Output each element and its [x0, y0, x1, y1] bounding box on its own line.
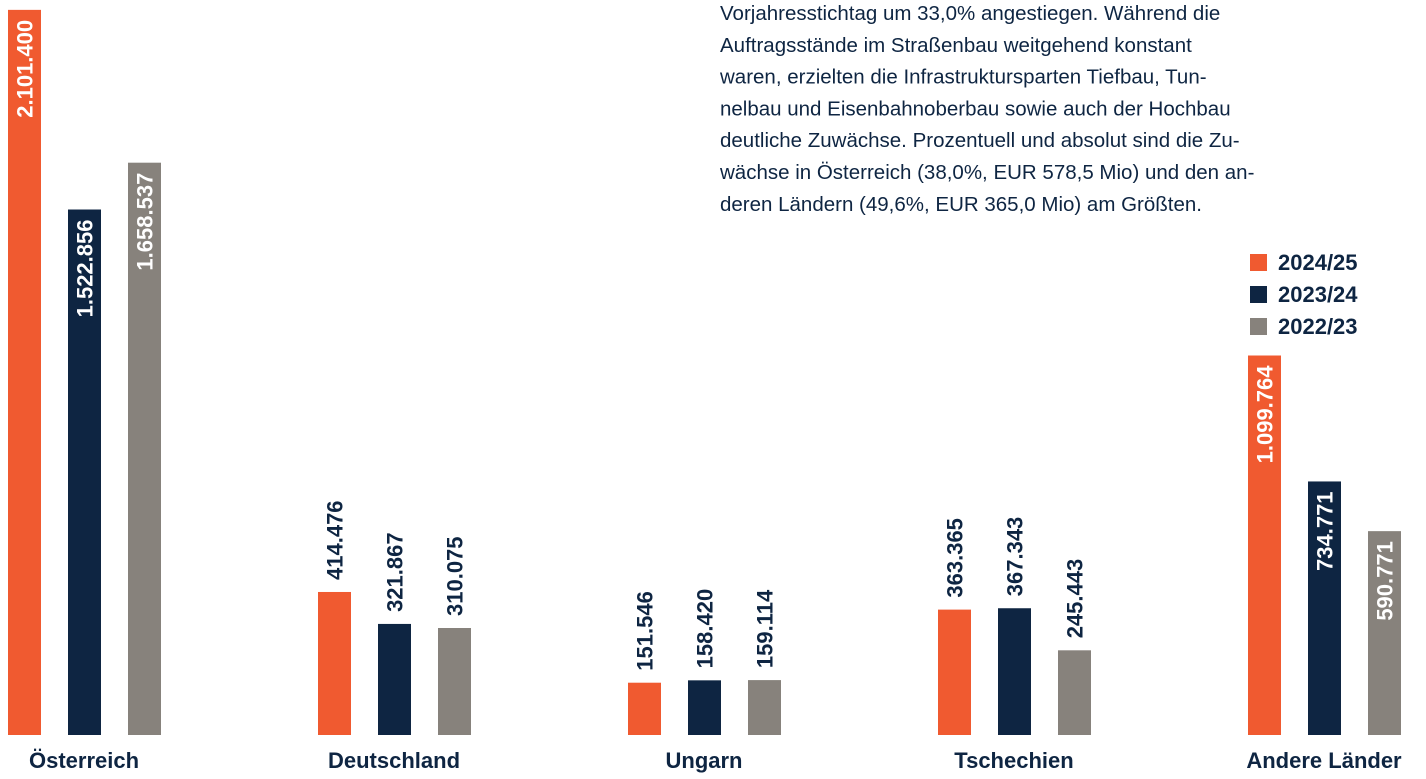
bar	[1308, 481, 1341, 735]
paragraph-line: deutliche Zuwächse. Prozentuell und abso…	[720, 129, 1240, 152]
legend-swatch	[1250, 254, 1267, 271]
value-label: 310.075	[443, 536, 468, 616]
value-label: 1.522.856	[73, 220, 98, 318]
paragraph-line: Vorjahresstichtag um 33,0% angestiegen. …	[720, 2, 1220, 25]
category-label: Ungarn	[666, 748, 743, 773]
bar	[998, 608, 1031, 735]
value-label: 1.658.537	[133, 173, 158, 271]
value-label: 363.365	[943, 518, 968, 598]
category-label: Österreich	[29, 748, 139, 773]
bar	[688, 680, 721, 735]
category-label: Andere Länder	[1246, 748, 1402, 773]
bar	[1368, 531, 1401, 735]
paragraph-line: wächse in Österreich (38,0%, EUR 578,5 M…	[719, 161, 1254, 184]
value-label: 1.099.764	[1253, 365, 1278, 464]
bar	[628, 682, 661, 735]
bar	[378, 623, 411, 735]
bar	[128, 162, 161, 736]
bar	[1248, 355, 1281, 735]
bar	[8, 9, 41, 735]
category-label: Deutschland	[328, 748, 460, 773]
bar	[748, 680, 781, 735]
legend-swatch	[1250, 318, 1267, 335]
value-label: 151.546	[633, 591, 658, 671]
paragraph-line: nelbau und Eisenbahnoberbau sowie auch d…	[720, 97, 1231, 120]
paragraph-line: Auftragsstände im Straßenbau weitgehend …	[720, 34, 1192, 57]
value-label: 2.101.400	[13, 20, 38, 118]
value-label: 590.771	[1373, 541, 1398, 621]
value-label: 159.114	[753, 589, 778, 668]
value-label: 245.443	[1063, 559, 1088, 639]
legend-label: 2024/25	[1278, 250, 1358, 275]
bar	[68, 209, 101, 735]
bar	[938, 609, 971, 735]
category-label: Tschechien	[954, 748, 1073, 773]
bar	[1058, 650, 1091, 735]
value-label: 734.771	[1313, 491, 1338, 571]
legend-label: 2022/23	[1278, 314, 1358, 339]
paragraph-line: waren, erzielten die Infrastruktursparte…	[719, 66, 1207, 89]
bar	[438, 628, 471, 735]
value-label: 414.476	[323, 500, 348, 580]
value-label: 158.420	[693, 589, 718, 669]
value-label: 367.343	[1003, 517, 1028, 597]
value-label: 321.867	[383, 532, 408, 612]
legend-swatch	[1250, 286, 1267, 303]
paragraph-line: deren Ländern (49,6%, EUR 365,0 Mio) am …	[720, 193, 1202, 216]
bar	[318, 591, 351, 735]
legend-label: 2023/24	[1278, 282, 1358, 307]
